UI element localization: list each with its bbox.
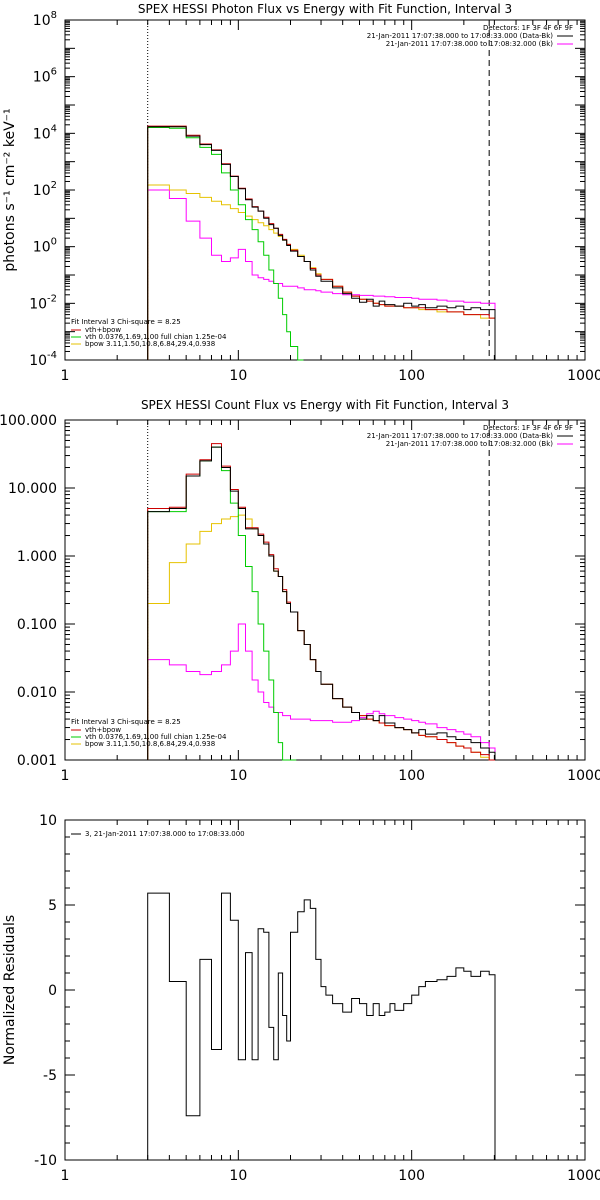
y-tick-label: 102 — [33, 180, 57, 199]
y-tick-label: -5 — [43, 1068, 57, 1084]
y-tick-label: 0 — [48, 983, 57, 999]
photon-chart-title: SPEX HESSI Photon Flux vs Energy with Fi… — [138, 2, 512, 16]
series-bk — [147, 189, 496, 360]
photon-chart-ylabel: photons s⁻¹ cm⁻² keV⁻¹ — [2, 108, 18, 271]
legend-right-entry: 21-Jan-2011 17:07:38.000 to 17:08:33.000… — [367, 32, 554, 40]
x-tick-label: 1000 — [567, 1168, 600, 1184]
y-tick-label: 104 — [33, 123, 57, 142]
legend-left-entry: vth 0.0376,1.69,1.00 full chian 1.25e-04 — [85, 333, 227, 341]
series-vth-bpow — [147, 125, 496, 360]
x-tick-label: 100 — [398, 768, 425, 784]
y-tick-label: 5 — [48, 898, 57, 914]
x-tick-label: 100 — [398, 368, 425, 384]
legend-left-entry: vth+bpow — [85, 326, 121, 334]
y-tick-label: 100 — [33, 237, 57, 256]
y-tick-label: -10 — [34, 1153, 57, 1169]
y-tick-label: 106 — [33, 67, 57, 86]
count-chart-title: SPEX HESSI Count Flux vs Energy with Fit… — [141, 398, 509, 412]
legend-left-entry: vth 0.0376,1.69,1.00 full chian 1.25e-04 — [85, 733, 227, 741]
photon-series-group — [147, 20, 496, 361]
x-tick-label: 10 — [229, 768, 247, 784]
photon-panel: SPEX HESSI Photon Flux vs Energy with Fi… — [2, 2, 600, 384]
series-bpow — [147, 514, 495, 761]
legend-left-entry: bpow 3.11,1.50,10.8,6.84,29.4,0.938 — [85, 340, 215, 348]
y-tick-label: 10.000 — [8, 481, 57, 497]
residuals-chart-ylabel: Normalized Residuals — [2, 915, 18, 1065]
x-tick-label: 1000 — [567, 768, 600, 784]
series-vth-bpow — [147, 443, 495, 761]
residuals-ticks: 1 10 100 1000 -10 -5 0 5 10 — [34, 813, 600, 1184]
series-vth — [147, 446, 297, 761]
x-tick-label: 10 — [229, 368, 247, 384]
y-tick-label: 0.010 — [17, 685, 57, 701]
fit-header-label: Fit Interval 3 Chi-square = 8.25 — [71, 318, 181, 326]
detectors-label: Detectors: 1F 3F 4F 6F 9F — [483, 24, 573, 32]
series-data-bk — [147, 126, 496, 360]
count-series-group — [147, 420, 496, 761]
y-tick-label: 100.000 — [0, 413, 57, 429]
y-tick-label: 108 — [33, 10, 57, 29]
residuals-legend: 3, 21-Jan-2011 17:07:38.000 to 17:08:33.… — [71, 830, 245, 838]
detectors-label: Detectors: 1F 3F 4F 6F 9F — [483, 424, 573, 432]
residuals-panel: Normalized Residuals 1 10 100 1000 -10 -5 0 5 10… — [2, 813, 600, 1184]
series-bk — [147, 623, 496, 760]
y-tick-label: 10 — [39, 813, 57, 829]
y-tick-label: 10-4 — [29, 350, 57, 369]
legend-right-entry: 21-Jan-2011 17:07:38.000 to 17:08:32.000… — [386, 440, 554, 448]
legend-left-entry: 3, 21-Jan-2011 17:07:38.000 to 17:08:33.… — [85, 830, 245, 838]
photon-plot-frame — [64, 19, 586, 361]
y-tick-label: 1.000 — [17, 549, 57, 565]
x-tick-label: 1 — [61, 1168, 70, 1184]
count-ticks: 1 10 100 1000 0.001 0.010 0.100 1.000 10.000 100.… — [0, 413, 600, 784]
legend-right-entry: 21-Jan-2011 17:07:38.000 to 17:08:33.000… — [367, 432, 554, 440]
x-tick-label: 1000 — [567, 368, 600, 384]
series-residuals — [147, 892, 496, 1160]
legend-left-entry: vth+bpow — [85, 726, 121, 734]
x-tick-label: 100 — [398, 1168, 425, 1184]
residuals-series-group — [147, 892, 496, 1160]
legend-right-entry: 21-Jan-2011 17:07:38.000 to 17:08:32.000… — [386, 40, 554, 48]
fit-header-label: Fit Interval 3 Chi-square = 8.25 — [71, 718, 181, 726]
y-tick-label: 0.001 — [17, 753, 57, 769]
y-tick-label: 10-2 — [29, 293, 57, 312]
series-data-bk — [147, 446, 496, 760]
residuals-plot-frame — [64, 819, 586, 1161]
x-tick-label: 10 — [229, 1168, 247, 1184]
x-tick-label: 1 — [61, 768, 70, 784]
x-tick-label: 1 — [61, 368, 70, 384]
count-panel: SPEX HESSI Count Flux vs Energy with Fit… — [0, 398, 600, 784]
y-tick-label: 0.100 — [17, 617, 57, 633]
legend-left-entry: bpow 3.11,1.50,10.8,6.84,29.4,0.938 — [85, 740, 215, 748]
count-plot-frame — [64, 419, 586, 761]
